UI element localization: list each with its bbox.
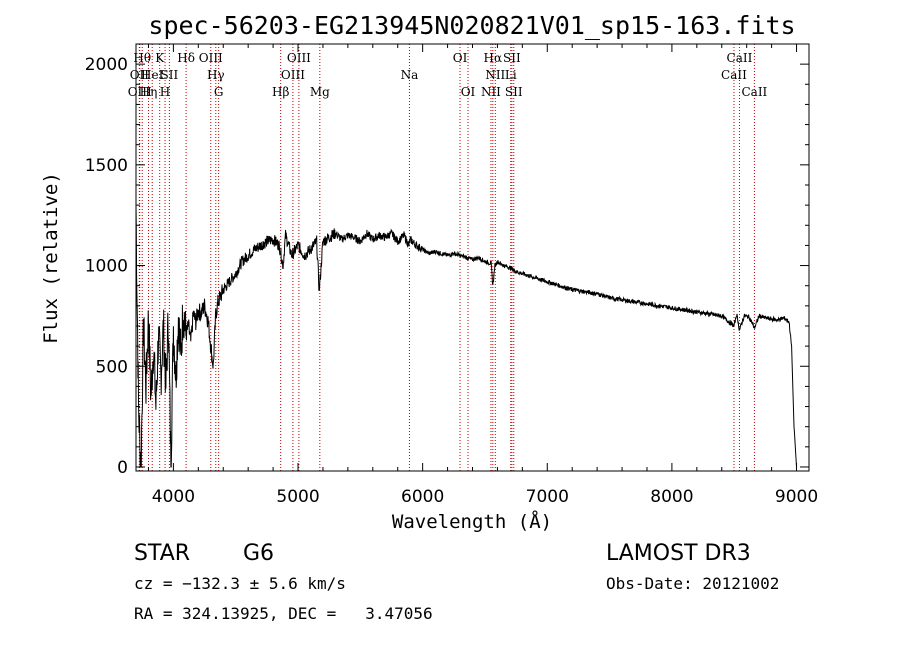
x-tick-label: 9000	[775, 487, 818, 507]
line-marker-label: CaII	[721, 68, 747, 82]
line-marker-label: Hη	[140, 85, 158, 99]
line-marker-label: Hβ	[272, 85, 289, 99]
line-marker-label: Hδ	[177, 51, 195, 65]
line-marker-label: SII	[503, 51, 521, 65]
line-marker-label: NII	[481, 85, 501, 99]
line-marker-label: OI	[461, 85, 476, 99]
line-marker-label: NII	[485, 68, 505, 82]
survey-name: LAMOST DR3	[606, 541, 751, 566]
line-marker-label: CaII	[727, 51, 753, 65]
spectral-line-markers	[138, 44, 755, 471]
line-marker-label: Hα	[484, 51, 503, 65]
line-marker-label: Hθ	[133, 51, 151, 65]
x-axis-ticks: 4000 5000 6000 7000 8000 9000	[147, 44, 818, 507]
line-marker-label: H	[160, 85, 170, 99]
y-axis-label: Flux (relative)	[40, 172, 62, 344]
y-tick-label: 0	[117, 458, 128, 478]
redshift-info: cz = −132.3 ± 5.6 km/s	[134, 574, 346, 593]
object-subclass: G6	[243, 541, 274, 566]
observation-date: Obs-Date: 20121002	[606, 574, 779, 593]
line-marker-label: Na	[401, 68, 419, 82]
line-marker-label: Li	[505, 68, 517, 82]
x-tick-label: 5000	[276, 487, 319, 507]
chart-title: spec-56203-EG213945N020821V01_sp15-163.f…	[148, 11, 795, 40]
line-marker-label: K	[155, 51, 165, 65]
line-marker-label: OII	[130, 68, 150, 82]
line-marker-label: OIII	[128, 85, 152, 99]
line-marker-label: HeI	[141, 68, 164, 82]
x-tick-label: 7000	[526, 487, 569, 507]
y-axis-ticks: 0 500 1000 1500 2000	[85, 55, 809, 478]
line-marker-label: OI	[453, 51, 468, 65]
line-marker-label: OIII	[199, 51, 223, 65]
line-marker-label: SII	[161, 68, 179, 82]
y-tick-label: 2000	[85, 55, 128, 75]
x-tick-label: 6000	[401, 487, 444, 507]
line-marker-label: CaII	[741, 85, 767, 99]
spectrum-line	[135, 205, 797, 468]
x-axis-label: Wavelength (Å)	[392, 510, 552, 533]
line-marker-label: OIII	[281, 68, 305, 82]
y-tick-label: 1000	[85, 257, 128, 277]
coordinates-info: RA = 324.13925, DEC = 3.47056	[134, 604, 433, 623]
line-marker-label: G	[214, 85, 224, 99]
line-marker-label: OIII	[287, 51, 311, 65]
x-tick-label: 4000	[152, 487, 195, 507]
object-class: STAR	[134, 541, 190, 566]
spectral-line-labels: OII OIII Hθ Hη HeI K H SII Hδ OIII Hγ G Hβ OIII OIII Mg…	[128, 51, 768, 99]
line-marker-label: Mg	[310, 85, 330, 99]
line-marker-label: SII	[505, 85, 523, 99]
y-tick-label: 500	[96, 357, 128, 377]
line-marker-label: Hγ	[207, 68, 225, 82]
y-tick-label: 1500	[85, 156, 128, 176]
x-tick-label: 8000	[650, 487, 693, 507]
